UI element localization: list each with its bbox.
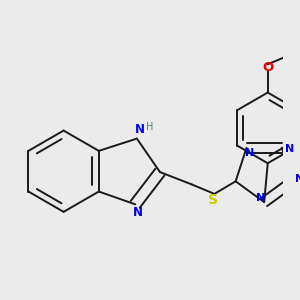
Text: N: N (285, 144, 294, 154)
Text: O: O (262, 61, 273, 74)
Text: N: N (256, 193, 265, 203)
Text: H: H (146, 122, 153, 132)
Text: N: N (135, 123, 145, 136)
Text: N: N (245, 148, 254, 158)
Text: N: N (133, 206, 143, 219)
Text: S: S (208, 193, 218, 207)
Text: N: N (295, 173, 300, 184)
